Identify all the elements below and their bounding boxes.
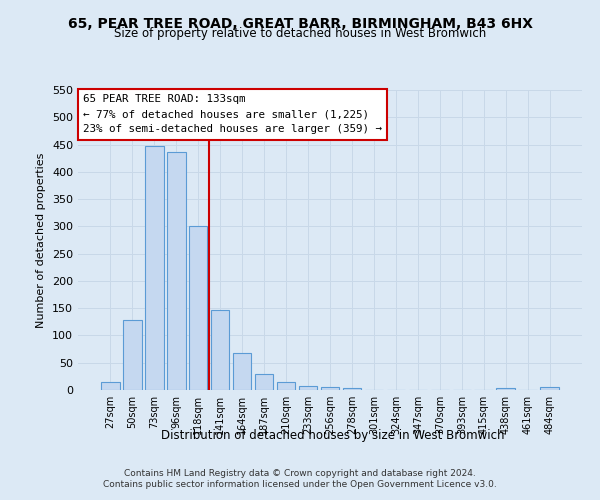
Bar — [541, 388, 559, 390]
Text: Size of property relative to detached houses in West Bromwich: Size of property relative to detached ho… — [114, 28, 486, 40]
Bar — [299, 386, 317, 390]
Text: 65, PEAR TREE ROAD, GREAT BARR, BIRMINGHAM, B43 6HX: 65, PEAR TREE ROAD, GREAT BARR, BIRMINGH… — [67, 18, 533, 32]
Y-axis label: Number of detached properties: Number of detached properties — [37, 152, 46, 328]
Bar — [167, 152, 185, 390]
Text: Contains public sector information licensed under the Open Government Licence v3: Contains public sector information licen… — [103, 480, 497, 489]
Text: Contains HM Land Registry data © Crown copyright and database right 2024.: Contains HM Land Registry data © Crown c… — [124, 468, 476, 477]
Bar — [233, 353, 251, 390]
Bar — [343, 388, 361, 390]
Bar — [496, 388, 515, 390]
Bar — [189, 226, 208, 390]
Bar — [320, 388, 340, 390]
Text: Distribution of detached houses by size in West Bromwich: Distribution of detached houses by size … — [161, 428, 505, 442]
Text: 65 PEAR TREE ROAD: 133sqm
← 77% of detached houses are smaller (1,225)
23% of se: 65 PEAR TREE ROAD: 133sqm ← 77% of detac… — [83, 94, 382, 134]
Bar — [123, 320, 142, 390]
Bar — [277, 382, 295, 390]
Bar — [145, 146, 164, 390]
Bar — [101, 382, 119, 390]
Bar — [211, 310, 229, 390]
Bar — [255, 374, 274, 390]
